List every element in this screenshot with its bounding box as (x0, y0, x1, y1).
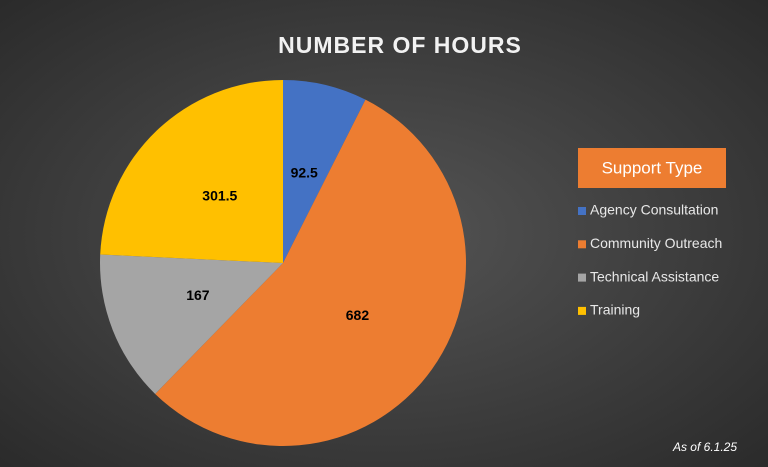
legend-label: Community Outreach (590, 235, 722, 251)
legend-label: Training (590, 302, 640, 318)
legend-swatch (578, 306, 586, 315)
legend-swatch (578, 240, 586, 249)
legend-title: Support Type (602, 158, 703, 177)
data-label: 682 (346, 307, 370, 323)
chart-title: NUMBER OF HOURS (278, 32, 522, 58)
data-label: 301.5 (202, 188, 237, 204)
pie-slice (100, 254, 284, 394)
pie-slice (155, 99, 466, 447)
annotation: As of 6.1.25 (672, 440, 737, 454)
legend-label: Technical Assistance (590, 268, 719, 284)
data-label: 167 (186, 287, 210, 303)
legend-label: Agency Consultation (590, 202, 718, 218)
legend-swatch (578, 273, 586, 282)
pie-slice (100, 80, 283, 263)
legend-title-box (578, 148, 726, 188)
legend-swatch (578, 207, 586, 215)
data-label: 92.5 (291, 165, 318, 181)
pie-slice (283, 80, 366, 263)
